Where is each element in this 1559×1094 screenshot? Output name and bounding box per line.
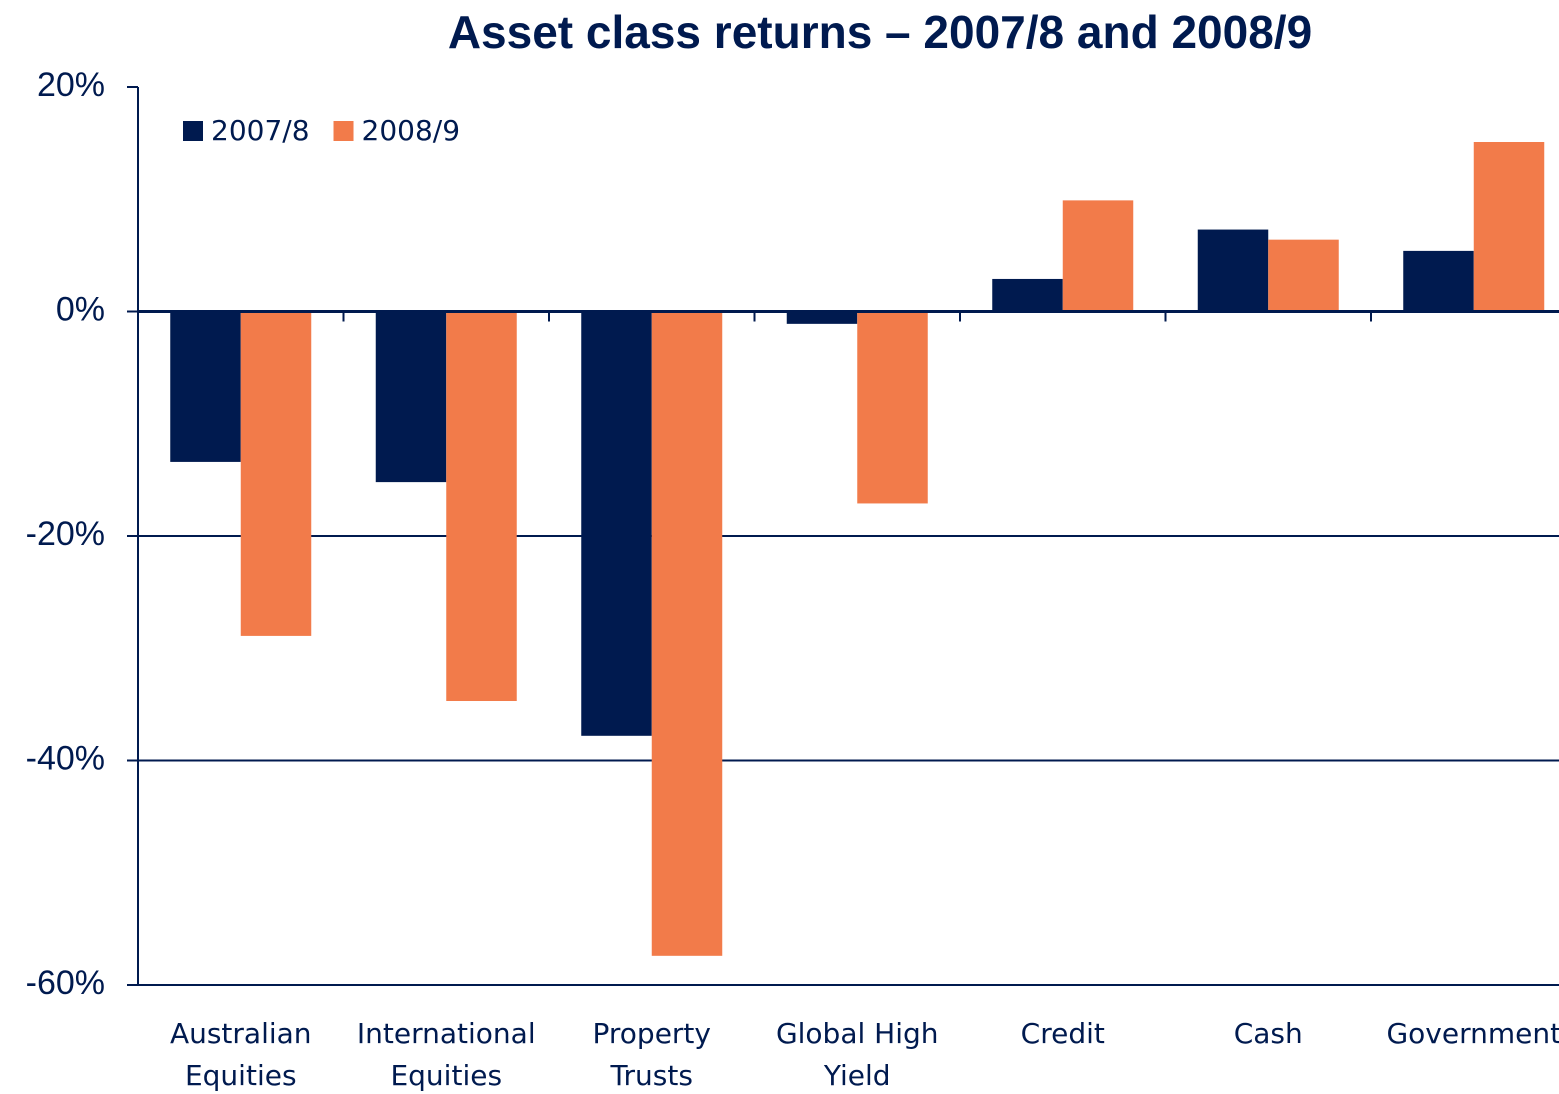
bar: [1197, 229, 1269, 312]
bar: [1062, 200, 1134, 312]
y-tick-label: 0%: [56, 290, 105, 328]
legend-swatch: [183, 121, 203, 141]
x-tick-label: Property Trusts: [593, 1017, 711, 1092]
bar: [170, 311, 241, 462]
y-tick-label: 20%: [37, 66, 105, 104]
x-tick-label-line: Equities: [185, 1059, 297, 1092]
x-tick-label: Global High Yield: [776, 1017, 939, 1092]
x-tick-label-line: Yield: [823, 1059, 891, 1092]
x-tick-label-line: Credit: [1021, 1017, 1105, 1050]
bar: [581, 311, 652, 736]
bar: [1268, 239, 1339, 312]
bar: [1403, 250, 1474, 312]
x-tick-label-line: International: [357, 1017, 536, 1050]
x-tick-label-line: Cash: [1234, 1017, 1303, 1050]
y-tick-label: -60%: [26, 964, 105, 1002]
bar: [786, 311, 858, 324]
x-tick-label: International Equities: [357, 1017, 536, 1092]
x-tick-label-line: Australian: [170, 1017, 312, 1050]
legend-label: 2008/9: [362, 114, 461, 147]
x-tick-label: Government: [1386, 1017, 1559, 1050]
y-tick-label: -40%: [26, 739, 105, 777]
x-tick-label-line: Trusts: [610, 1059, 693, 1092]
bar: [1473, 142, 1545, 312]
chart-title: Asset class returns – 2007/8 and 2008/9: [448, 6, 1312, 58]
bar: [992, 278, 1063, 312]
bar: [375, 311, 447, 483]
x-tick-label-line: Global High: [776, 1017, 939, 1050]
x-tick-label-line: Government: [1386, 1017, 1559, 1050]
x-tick-label: Credit: [1021, 1017, 1105, 1050]
legend-swatch: [333, 121, 354, 141]
bar: [857, 311, 928, 504]
legend-label: 2007/8: [211, 114, 310, 147]
bar: [240, 311, 312, 636]
x-tick-label: Cash: [1234, 1017, 1303, 1050]
bar: [446, 311, 517, 702]
x-tick-label-line: Equities: [390, 1059, 502, 1092]
y-tick-label: -20%: [26, 515, 105, 553]
x-tick-label-line: Property: [593, 1017, 711, 1050]
x-tick-label: Australian Equities: [170, 1017, 312, 1092]
bar: [651, 311, 723, 956]
